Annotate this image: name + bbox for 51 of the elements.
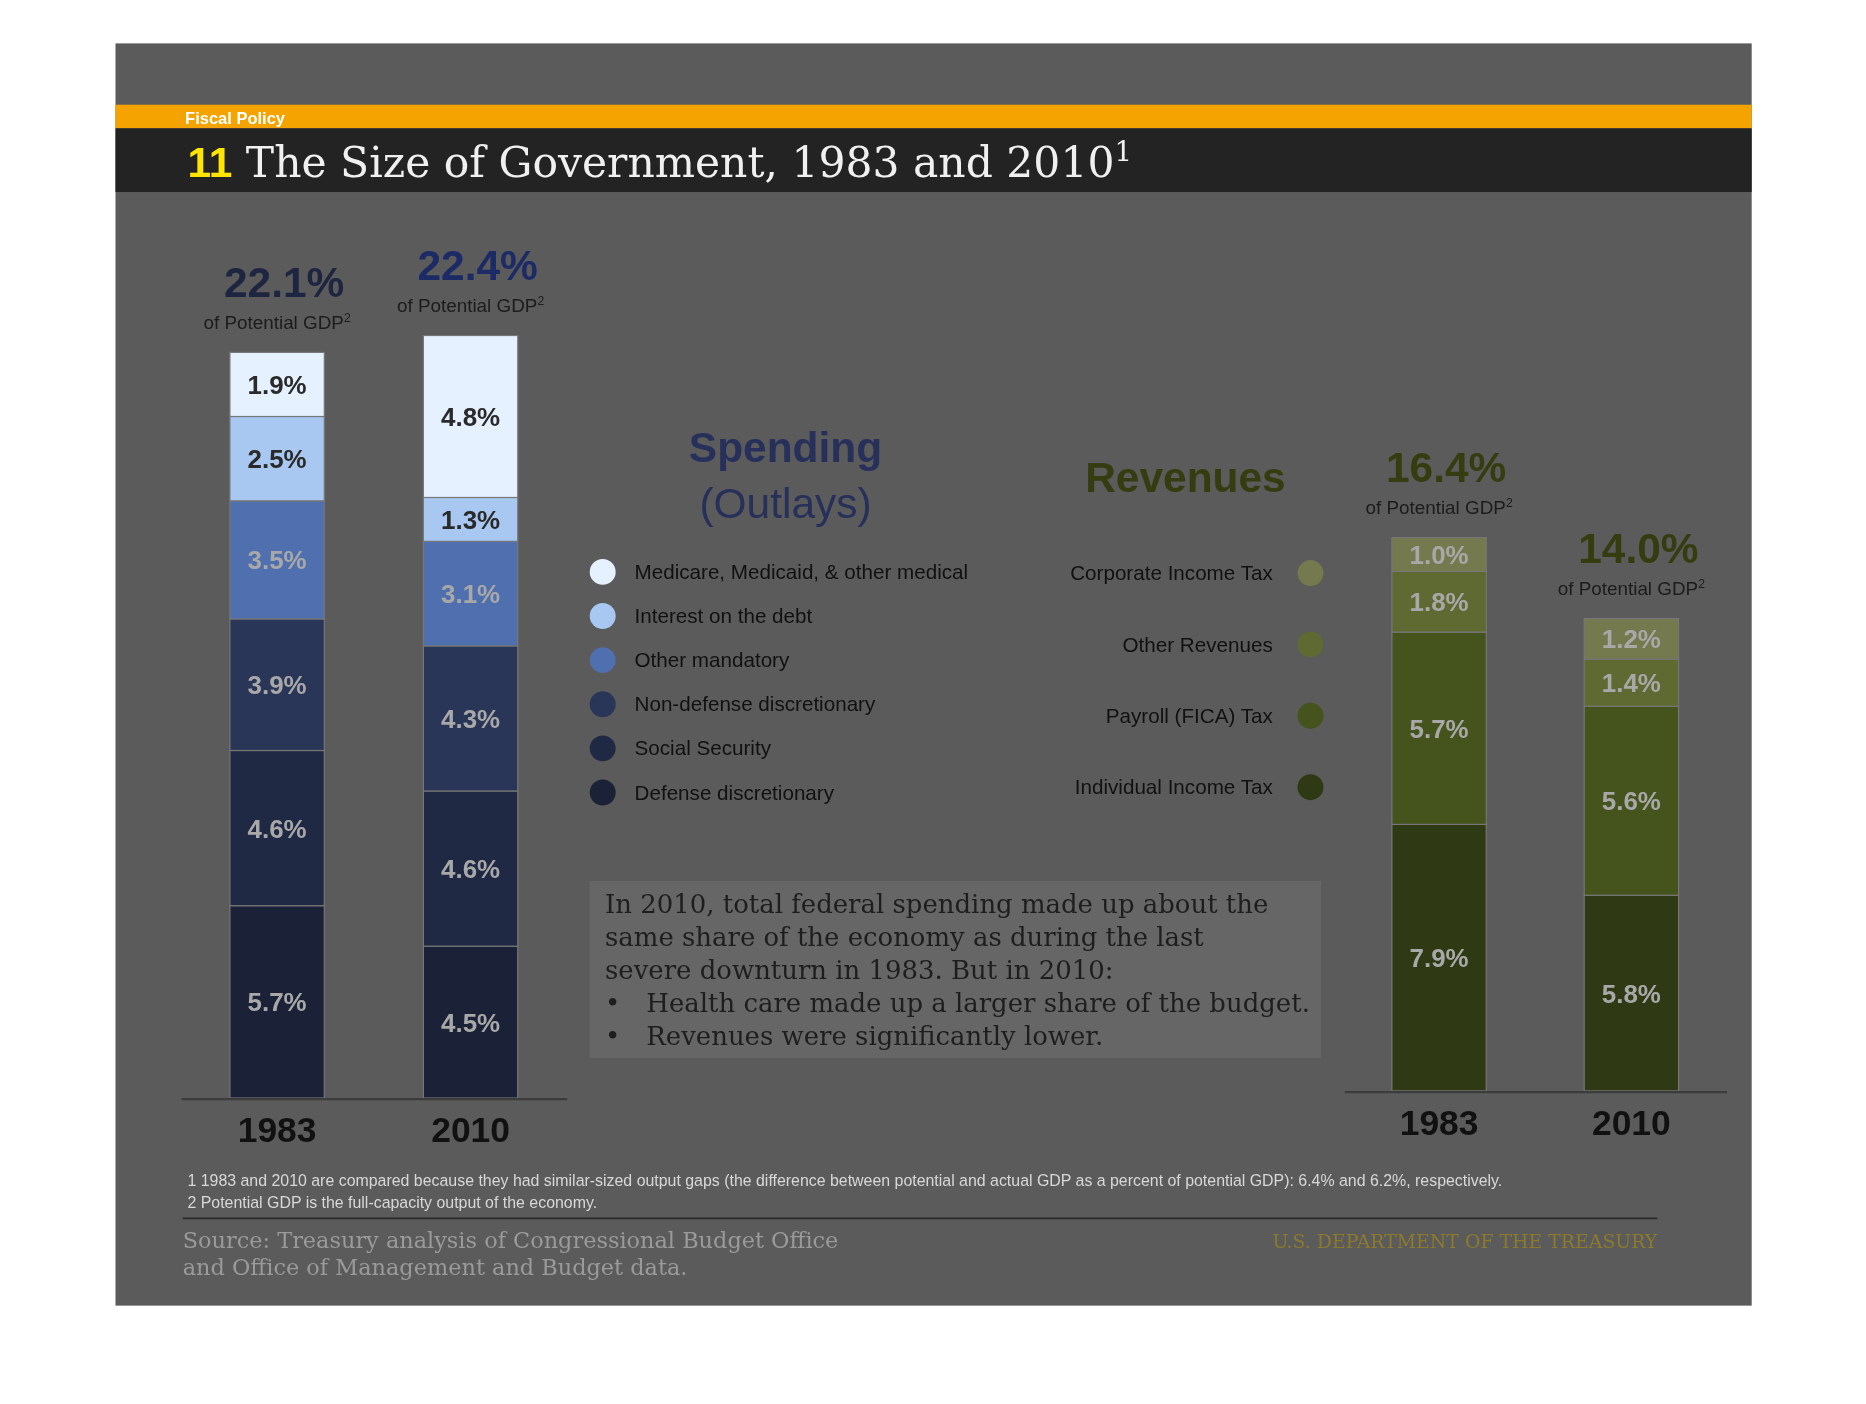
data-label: 1.2% [1601,625,1661,654]
legend-label: Other Revenues [1122,632,1273,656]
data-label: 4.8% [441,402,501,431]
text: of Potential GDP$^{2}$ [203,310,351,333]
text: Fiscal Policy [185,108,286,127]
data-label: 5.6% [1601,787,1661,816]
total-label: 22.4% [417,242,538,290]
legend-label: Defense discretionary [634,780,835,804]
data-label: 1.4% [1601,669,1661,698]
legend-label: Individual Income Tax [1074,775,1274,799]
text: of Potential GDP$^{2}$ [396,293,545,316]
legend-label: Non-defense discretionary [634,692,876,716]
total-label: 22.1% [224,258,345,306]
data-label: 1.3% [441,505,501,534]
text: • Health care made up a larger share of the budget. [605,987,1310,1018]
data-label: 4.6% [441,855,501,884]
data-label: 5.8% [1601,979,1661,1008]
legend-label: Payroll (FICA) Tax [1105,703,1274,727]
x-tick-label: 2010 [1592,1102,1671,1142]
data-label: 5.7% [1409,714,1469,743]
annotation: of Potential GDP$^{2}$ [1557,577,1706,599]
text: of Potential GDP$^{2}$ [1365,496,1513,519]
data-label: 5.7% [247,988,307,1017]
text: 1 1983 and 2010 are compared because they had similar-sized output gaps (the difference between potential and actual GDP as a percent of potential GDP): 6.4% and 6.2%, respectively. [187,1172,1503,1190]
data-label: 7.9% [1409,944,1469,973]
chart-title: Revenues [1085,453,1286,501]
text: 2 Potential GDP is the full-capacity output of the economy. [187,1193,598,1211]
x-tick-label: 2010 [431,1109,510,1149]
legend-label: Interest on the debt [634,604,813,628]
data-label: 4.6% [247,814,307,843]
total-label: 14.0% [1578,525,1699,573]
data-label: 2.5% [247,445,307,474]
data-label: 1.8% [1409,588,1469,617]
legend-label: Social Security [634,736,772,760]
x-tick-label: 1983 [1399,1102,1479,1142]
data-label: 3.9% [247,671,307,700]
data-label: 4.5% [441,1008,501,1037]
total-label: 16.4% [1385,444,1507,492]
data-label: 4.3% [441,704,501,733]
legend-label: Corporate Income Tax [1070,561,1274,585]
legend-label: Other mandatory [634,648,790,672]
x-tick-label: 1983 [237,1109,317,1149]
source-note: Source: Treasury analysis of Congressional Budget Office and Office of Management and Budget data. [182,1226,839,1280]
text: • Revenues were significantly lower. [605,1020,1104,1051]
text: In 2010, total federal spending made up about the same share of the economy as during the last severe downturn in 1983. But in 2010: [605,888,1269,985]
data-label: 3.5% [247,546,307,575]
text: 11 The Size of Government, 1983 and 2010$^{1}$ [187,134,1132,187]
data-label: 1.9% [247,370,307,399]
data-label: 1.0% [1409,540,1469,569]
legend-label: Medicare, Medicaid, & other medical [634,559,969,583]
data-label: 3.1% [441,580,501,609]
